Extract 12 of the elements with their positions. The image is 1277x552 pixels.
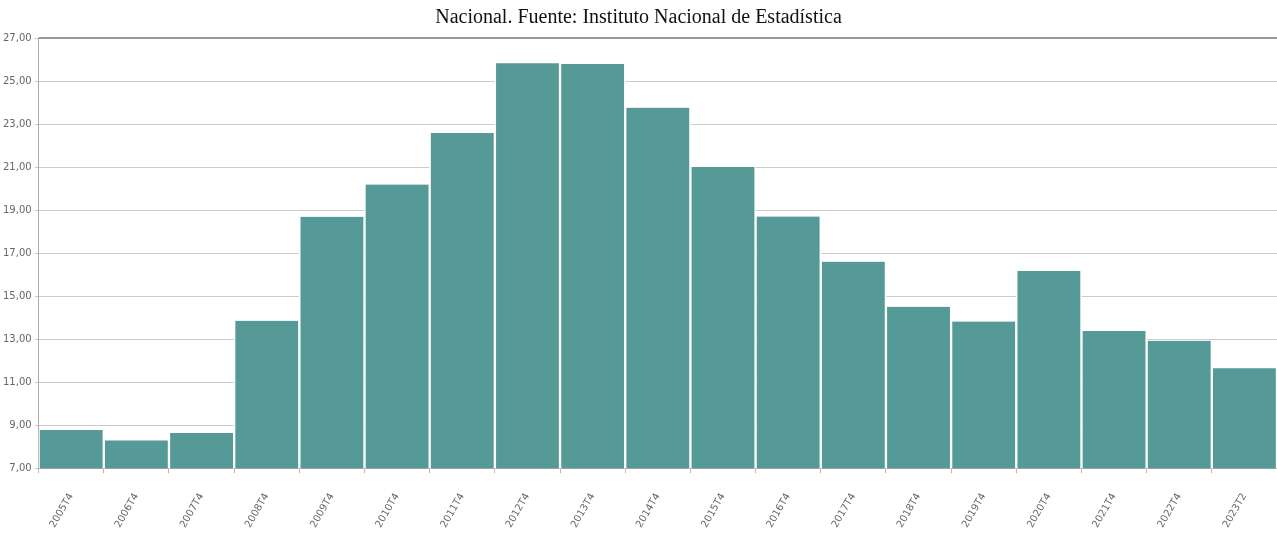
- y-tick-label: 23,00: [2, 117, 32, 129]
- y-tick-label: 7,00: [9, 461, 32, 473]
- y-tick-label: 15,00: [2, 289, 32, 301]
- y-tick-label: 21,00: [2, 160, 32, 172]
- chart-title: Nacional. Fuente: Instituto Nacional de Estadística: [435, 5, 842, 28]
- y-tick-label: 13,00: [2, 332, 32, 344]
- y-tick-label: 27,00: [2, 31, 32, 43]
- y-tick-label: 9,00: [9, 418, 32, 430]
- y-tick-label: 25,00: [2, 74, 32, 86]
- y-tick-label: 19,00: [2, 203, 32, 215]
- y-tick-label: 17,00: [2, 246, 32, 258]
- y-tick-label: 11,00: [2, 375, 32, 387]
